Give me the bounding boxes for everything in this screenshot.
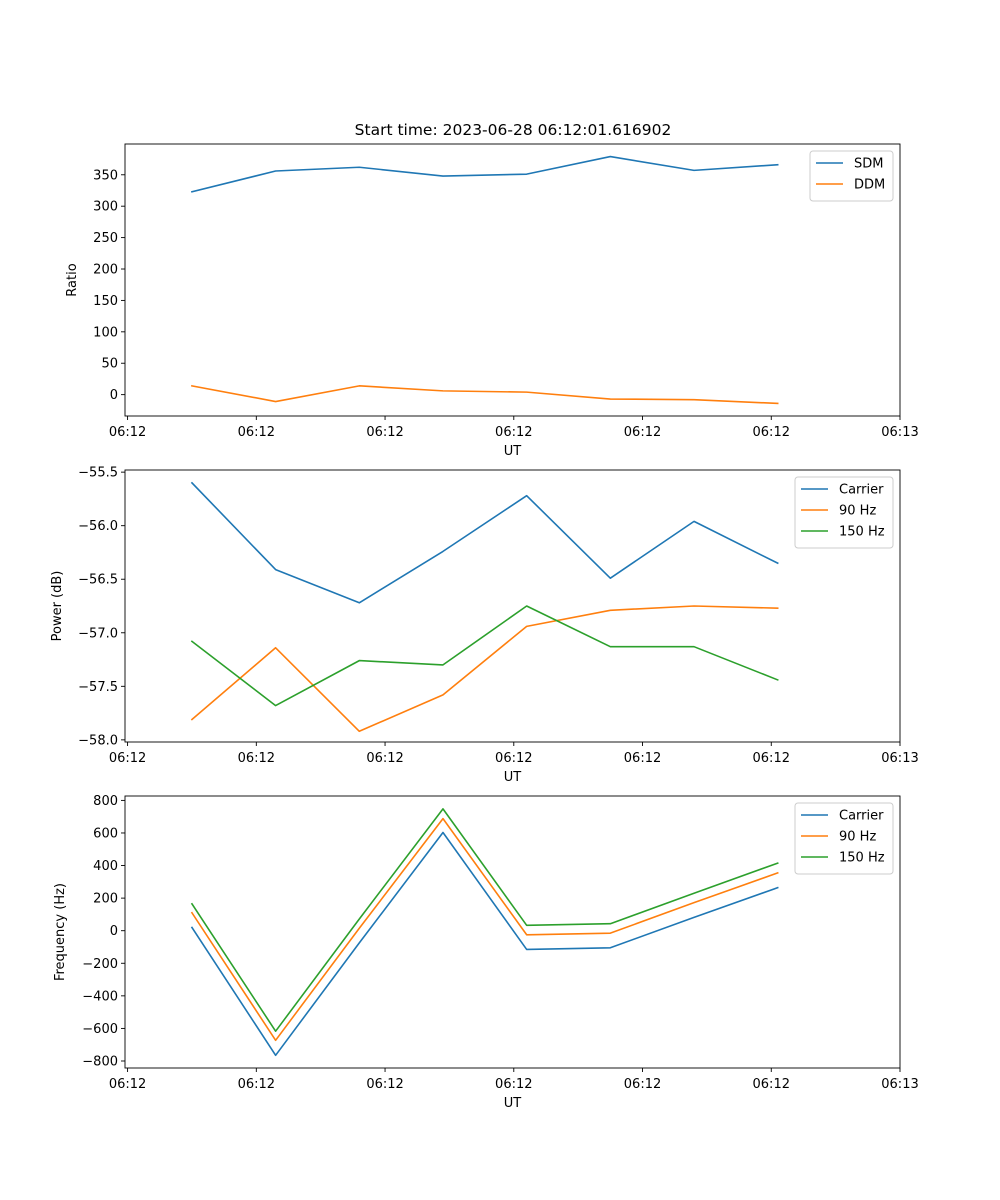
legend-label: Carrier (839, 483, 884, 498)
x-tick-label: 06:12 (753, 1077, 790, 1092)
y-tick-label: 200 (93, 263, 118, 278)
y-tick-label: −600 (82, 1022, 118, 1037)
legend: Carrier 90 Hz 150 Hz (794, 476, 894, 549)
series-line-90-hz (190, 817, 779, 1042)
x-tick-label: 06:13 (881, 751, 918, 766)
axes-frame (124, 143, 901, 417)
y-tick-label: −56.0 (78, 519, 118, 534)
y-axis-label: Ratio (65, 263, 80, 296)
y-axis-label: Frequency (Hz) (53, 883, 68, 981)
chart-panel-3: 06:12 06:12 06:12 06:12 06:12 06:12 06:13 −800 −… (53, 794, 919, 1111)
x-tick-label: 06:12 (624, 1077, 661, 1092)
x-tick-label: 06:12 (366, 751, 403, 766)
series-line-carrier (190, 481, 779, 604)
x-tick-label: 06:12 (109, 425, 146, 440)
x-tick-label: 06:12 (753, 751, 790, 766)
x-tick-label: 06:12 (238, 425, 275, 440)
y-tick-label: −56.5 (78, 573, 118, 588)
y-tick-label: −57.5 (78, 680, 118, 695)
legend-label: 150 Hz (839, 851, 885, 866)
x-tick-label: 06:12 (109, 1077, 146, 1092)
figure-title: Start time: 2023-06-28 06:12:01.616902 (355, 121, 672, 139)
legend-label: 90 Hz (839, 830, 876, 845)
panels: 06:12 06:12 06:12 06:12 06:12 06:12 06:13 0 50 10… (50, 143, 919, 1111)
x-tick-label: 06:12 (624, 425, 661, 440)
legend-label: 90 Hz (839, 504, 876, 519)
legend-label: DDM (854, 178, 885, 193)
series-line-150-hz (190, 808, 779, 1032)
y-tick-label: −58.0 (78, 733, 118, 748)
x-tick-label: 06:12 (495, 751, 532, 766)
legend: Carrier 90 Hz 150 Hz (794, 802, 894, 875)
x-tick-label: 06:12 (366, 425, 403, 440)
x-axis-label: UT (504, 1096, 522, 1111)
legend: SDM DDM (809, 150, 894, 202)
y-tick-label: 100 (93, 325, 118, 340)
series-line-90-hz (190, 605, 779, 733)
y-tick-label: −400 (82, 989, 118, 1004)
y-tick-label: 250 (93, 231, 118, 246)
axes-frame (124, 795, 901, 1069)
y-tick-label: 50 (101, 357, 118, 372)
legend-label: 150 Hz (839, 525, 885, 540)
x-tick-label: 06:12 (109, 751, 146, 766)
chart-panel-1: 06:12 06:12 06:12 06:12 06:12 06:12 06:13 0 50 10… (65, 143, 919, 459)
axes-frame (124, 469, 901, 743)
x-tick-label: 06:13 (881, 425, 918, 440)
x-tick-label: 06:12 (366, 1077, 403, 1092)
series-line-150-hz (190, 605, 779, 707)
y-tick-label: −800 (82, 1054, 118, 1069)
y-tick-label: 350 (93, 168, 118, 183)
chart-panel-2: 06:12 06:12 06:12 06:12 06:12 06:12 06:13 −58.0… (50, 466, 919, 785)
series-line-sdm (190, 155, 779, 193)
y-tick-label: 0 (110, 924, 118, 939)
x-tick-label: 06:12 (495, 425, 532, 440)
x-tick-label: 06:12 (238, 1077, 275, 1092)
y-tick-label: −57.0 (78, 626, 118, 641)
y-tick-label: 600 (93, 826, 118, 841)
y-tick-label: 0 (110, 388, 118, 403)
x-tick-label: 06:12 (238, 751, 275, 766)
x-tick-label: 06:12 (495, 1077, 532, 1092)
x-tick-label: 06:12 (624, 751, 661, 766)
y-tick-label: 800 (93, 794, 118, 809)
series-line-ddm (191, 384, 779, 405)
legend-label: SDM (854, 157, 883, 172)
x-axis-label: UT (504, 444, 522, 459)
series-line-carrier (190, 831, 779, 1057)
x-tick-label: 06:13 (881, 1077, 918, 1092)
x-axis-label: UT (504, 770, 522, 785)
y-tick-label: −200 (82, 957, 118, 972)
y-axis-label: Power (dB) (50, 571, 65, 642)
y-tick-label: 200 (93, 892, 118, 907)
y-tick-label: 400 (93, 859, 118, 874)
y-tick-label: −55.5 (78, 466, 118, 481)
y-tick-label: 300 (93, 200, 118, 215)
y-tick-label: 150 (93, 294, 118, 309)
x-tick-label: 06:12 (753, 425, 790, 440)
legend-label: Carrier (839, 809, 884, 824)
